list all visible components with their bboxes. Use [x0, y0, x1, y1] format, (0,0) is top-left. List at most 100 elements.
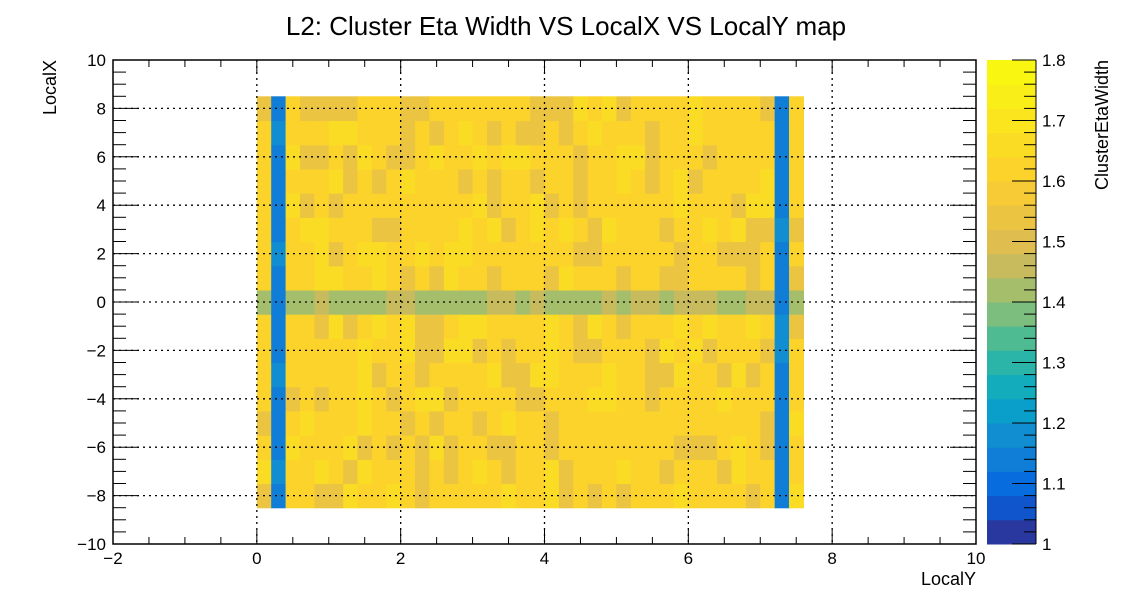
heatmap-cell — [587, 120, 603, 146]
heatmap-cell — [357, 168, 373, 194]
heatmap-cell — [774, 338, 790, 364]
heatmap-cell — [745, 386, 761, 412]
heatmap-cell — [486, 386, 502, 412]
heatmap-cell — [429, 338, 445, 364]
heatmap-cell — [472, 217, 488, 243]
heatmap-cell — [386, 386, 402, 412]
heatmap-cell — [486, 96, 502, 122]
heatmap-cell — [328, 314, 344, 339]
heatmap-cell — [774, 483, 790, 509]
color-scale-bar: 1 1.1 1.2 1.3 1.4 1.5 1.6 1.7 1.8 — [987, 51, 1066, 554]
heatmap-cell — [573, 410, 589, 436]
heatmap-cell — [616, 459, 632, 485]
heatmap-cell — [659, 362, 675, 388]
heatmap-cell — [702, 289, 718, 315]
heatmap-cell — [558, 435, 574, 460]
heatmap-cell — [515, 289, 531, 315]
heatmap-cell — [343, 435, 359, 460]
heatmap-cell — [343, 217, 359, 243]
heatmap-cell — [602, 241, 618, 267]
heatmap-cell — [717, 435, 733, 460]
heatmap-cell — [530, 338, 546, 364]
heatmap-cell — [673, 483, 689, 509]
heatmap-cell — [386, 265, 402, 291]
heatmap-cell — [573, 96, 589, 122]
heatmap-cell — [371, 168, 387, 194]
heatmap-cell — [602, 410, 618, 436]
heatmap-cell — [645, 289, 661, 315]
heatmap-cell — [515, 168, 531, 194]
heatmap-cell — [673, 459, 689, 485]
heatmap-cell — [774, 362, 790, 388]
heatmap-cell — [673, 410, 689, 436]
heatmap-cell — [486, 435, 502, 460]
heatmap-cell — [530, 410, 546, 436]
heatmap-cell — [343, 265, 359, 291]
heatmap-cell — [429, 265, 445, 291]
heatmap-cell — [314, 217, 330, 243]
heatmap-cell — [659, 314, 675, 339]
heatmap-cell — [515, 120, 531, 146]
heatmap-cell — [472, 168, 488, 194]
heatmap-cell — [415, 483, 431, 509]
heatmap-cell — [702, 120, 718, 146]
heatmap-cell — [299, 314, 315, 339]
heatmap-cell — [256, 265, 272, 291]
heatmap-cell — [630, 241, 646, 267]
heatmap-cell — [587, 289, 603, 315]
y-tick-label: −4 — [87, 390, 106, 409]
heatmap-cell — [371, 386, 387, 412]
heatmap-cell — [774, 265, 790, 291]
heatmap-cell — [486, 483, 502, 509]
heatmap-cell — [731, 217, 747, 243]
heatmap-cell — [645, 410, 661, 436]
heatmap-cell — [630, 144, 646, 170]
heatmap-cell — [458, 435, 474, 460]
heatmap-cell — [702, 96, 718, 122]
heatmap-cell — [673, 120, 689, 146]
heatmap-cell — [573, 459, 589, 485]
heatmap-cell — [587, 362, 603, 388]
heatmap-cell — [587, 459, 603, 485]
x-tick-label: 4 — [540, 549, 549, 568]
heatmap-cell — [515, 338, 531, 364]
heatmap-cell — [544, 168, 560, 194]
heatmap-cell — [343, 120, 359, 146]
heatmap-cell — [702, 193, 718, 218]
heatmap-cell — [630, 217, 646, 243]
heatmap-cell — [328, 168, 344, 194]
heatmap-cell — [673, 289, 689, 315]
heatmap-cell — [429, 144, 445, 170]
heatmap-cell — [343, 410, 359, 436]
heatmap-cell — [630, 265, 646, 291]
heatmap-cell — [558, 289, 574, 315]
heatmap-cell — [558, 241, 574, 267]
heatmap-cell — [415, 362, 431, 388]
heatmap-cell — [645, 96, 661, 122]
heatmap-cell — [774, 193, 790, 218]
heatmap-cell — [486, 314, 502, 339]
heatmap-cell — [587, 338, 603, 364]
heatmap-cell — [587, 265, 603, 291]
heatmap-cell — [745, 217, 761, 243]
heatmap-cell — [429, 289, 445, 315]
heatmap-cell — [717, 314, 733, 339]
heatmap-cell — [443, 96, 459, 122]
heatmap-cell — [789, 289, 804, 315]
color-scale-tick-label: 1.8 — [1042, 51, 1066, 70]
heatmap-cell — [371, 120, 387, 146]
heatmap-cell — [530, 459, 546, 485]
heatmap-cell — [789, 217, 804, 243]
color-scale-tick-label: 1 — [1042, 535, 1051, 554]
heatmap-cell — [328, 410, 344, 436]
heatmap-cell — [343, 483, 359, 509]
heatmap-cell — [587, 168, 603, 194]
heatmap-cell — [630, 338, 646, 364]
heatmap-cell — [357, 120, 373, 146]
heatmap-cell — [688, 120, 704, 146]
x-axis: −2 0 2 4 6 8 10 — [103, 60, 985, 568]
heatmap-cell — [760, 120, 776, 146]
heatmap-cell — [760, 459, 776, 485]
color-scale-tick-label: 1.5 — [1042, 233, 1066, 252]
heatmap-cell — [688, 410, 704, 436]
